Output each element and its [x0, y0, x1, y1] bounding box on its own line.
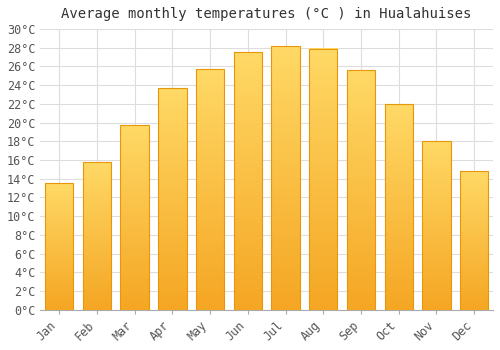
Bar [272, 46, 299, 310]
Bar [234, 52, 262, 310]
Bar [158, 88, 186, 310]
Bar [309, 49, 338, 310]
Bar [120, 125, 149, 310]
Bar [83, 162, 111, 310]
Title: Average monthly temperatures (°C ) in Hualahuises: Average monthly temperatures (°C ) in Hu… [62, 7, 472, 21]
Bar [347, 70, 375, 310]
Bar [384, 104, 413, 310]
Bar [422, 141, 450, 310]
Bar [460, 171, 488, 310]
Bar [45, 183, 74, 310]
Bar [196, 69, 224, 310]
